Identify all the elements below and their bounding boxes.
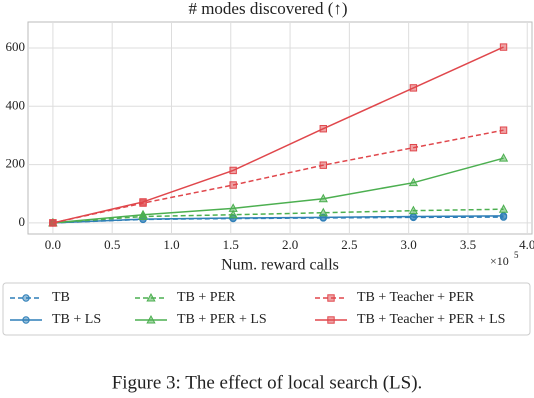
x-tick-label: 2.0 xyxy=(282,237,298,252)
legend-label: TB + PER + LS xyxy=(177,312,267,327)
marker xyxy=(228,203,238,212)
legend-label: TB + LS xyxy=(52,312,101,327)
marker xyxy=(228,209,238,219)
caption: Figure 3: The effect of local search (LS… xyxy=(112,372,423,393)
y-tick-label: 600 xyxy=(6,39,26,54)
marker xyxy=(408,205,419,215)
marker xyxy=(408,177,419,187)
chart-title: # modes discovered (↑) xyxy=(188,0,347,18)
legend-marker xyxy=(22,294,30,302)
series-line xyxy=(52,215,504,224)
marker xyxy=(409,212,418,221)
marker xyxy=(319,125,327,133)
y-tick-label: 400 xyxy=(6,97,26,112)
x-tick-label: 1.5 xyxy=(223,237,239,252)
legend-marker xyxy=(146,314,156,324)
x-tick-label: 3.0 xyxy=(401,237,417,252)
legend-marker xyxy=(146,292,156,302)
marker xyxy=(139,198,147,206)
marker xyxy=(229,181,237,189)
marker xyxy=(229,166,237,175)
series-line xyxy=(52,208,504,224)
x-multiplier: ×10 xyxy=(490,254,509,268)
x-axis-label: Num. reward calls xyxy=(221,257,339,274)
x-tick-label: 3.5 xyxy=(460,237,476,252)
legend-label: TB + PER xyxy=(177,290,236,305)
y-tick-label: 0 xyxy=(19,214,26,229)
marker xyxy=(499,212,508,220)
legend-marker xyxy=(327,316,335,324)
marker xyxy=(409,84,418,92)
marker xyxy=(319,161,327,169)
legend-label: TB + Teacher + PER xyxy=(357,290,475,305)
x-multiplier-exp: 5 xyxy=(514,250,519,260)
marker xyxy=(318,193,328,203)
legend-marker xyxy=(327,294,335,302)
marker xyxy=(318,207,328,217)
x-tick-label: 0.5 xyxy=(104,237,120,252)
series-line xyxy=(52,129,504,224)
marker xyxy=(138,209,148,219)
y-tick-label: 200 xyxy=(6,156,26,171)
marker xyxy=(499,126,508,134)
x-tick-label: 4.0 xyxy=(519,237,534,252)
legend-box xyxy=(2,282,531,336)
marker xyxy=(498,204,509,213)
legend-label: TB xyxy=(52,290,70,305)
marker xyxy=(499,43,508,51)
marker xyxy=(49,219,57,227)
plot-area xyxy=(27,21,533,235)
x-tick-label: 2.5 xyxy=(341,237,357,252)
series-line xyxy=(52,157,504,224)
series-line xyxy=(52,46,504,224)
x-tick-label: 1.0 xyxy=(163,237,179,252)
legend-label: TB + Teacher + PER + LS xyxy=(357,312,505,327)
marker xyxy=(409,143,418,152)
marker xyxy=(498,153,509,162)
legend-marker xyxy=(22,316,30,324)
x-tick-label: 0.0 xyxy=(45,237,61,252)
